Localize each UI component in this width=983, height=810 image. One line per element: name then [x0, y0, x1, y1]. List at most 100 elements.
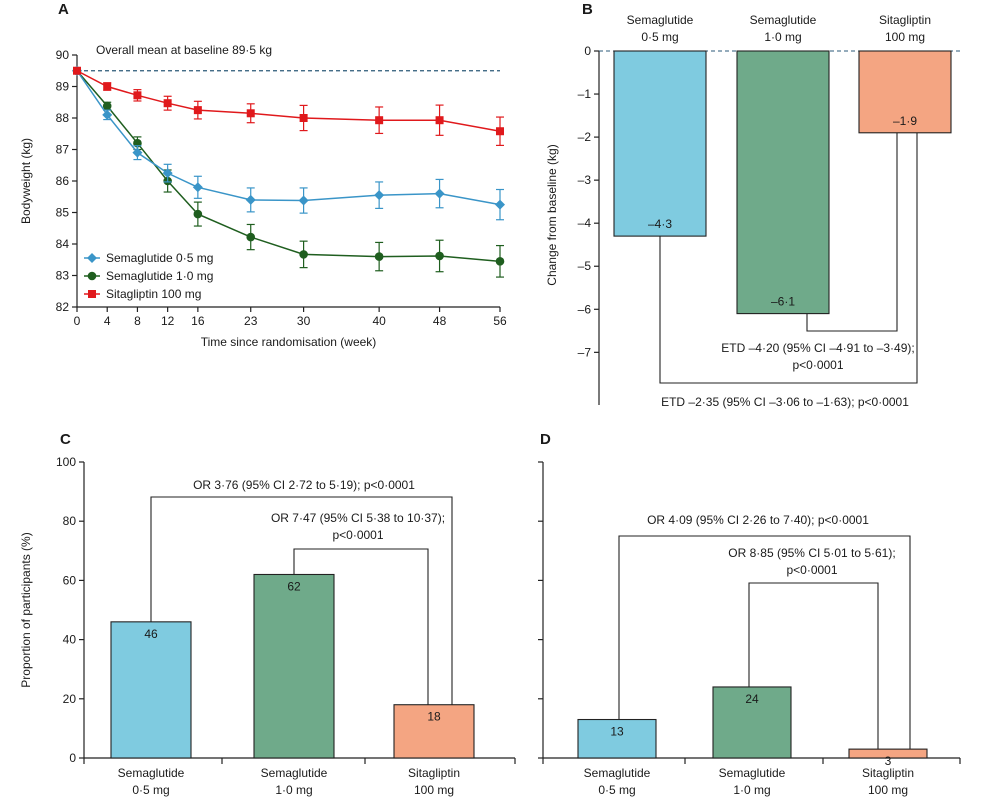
series-line: [76, 70, 501, 206]
y-tick-label: 85: [56, 206, 70, 220]
data-point: [298, 195, 309, 206]
y-tick-label: –1: [578, 87, 592, 101]
panel-label: D: [540, 431, 551, 448]
x-tick-label: 48: [433, 314, 447, 328]
y-tick-label: –2: [578, 130, 592, 144]
y-tick-label: –4: [578, 216, 592, 230]
x-tick-label: 23: [244, 314, 258, 328]
bar-1: [577, 718, 657, 759]
comparison-annotation: OR 3·76 (95% CI 2·72 to 5·19); p<0·0001: [193, 478, 415, 492]
bar-3: [393, 704, 475, 759]
data-point: [435, 116, 444, 125]
series-2: [73, 66, 504, 147]
category-label: 0·5 mg: [598, 783, 635, 797]
data-point: [163, 99, 172, 108]
legend-label: Semaglutide 1·0 mg: [106, 269, 213, 283]
x-tick-label: 30: [297, 314, 311, 328]
panel-label: C: [60, 431, 71, 448]
comparison-bracket: [659, 132, 918, 384]
panel-b: B 0 –1 –2 –3 –4 –5 –6 –7 Change from baseline (kg…: [545, 1, 960, 409]
x-tick-label: 4: [104, 314, 111, 328]
y-tick-label: 40: [63, 633, 77, 647]
y-tick-label: 20: [63, 692, 77, 706]
category-label: 100 mg: [868, 783, 908, 797]
category-label: 0·5 mg: [641, 30, 678, 44]
category-label: 1·0 mg: [733, 783, 770, 797]
comparison-annotation: OR 4·09 (95% CI 2·26 to 7·40); p<0·0001: [647, 513, 869, 527]
y-tick-label: 88: [56, 111, 70, 125]
category-label: Semaglutide: [118, 766, 185, 780]
bar-2: [253, 573, 335, 759]
comparison-bracket: [293, 548, 429, 705]
y-tick-label: 86: [56, 174, 70, 188]
y-tick-label: 83: [56, 269, 70, 283]
panel-label: A: [58, 1, 69, 18]
y-tick-label: 82: [56, 300, 70, 314]
comparison-annotation: OR 8·85 (95% CI 5·01 to 5·61);: [728, 546, 895, 560]
y-tick-label: 84: [56, 237, 70, 251]
category-label: 100 mg: [414, 783, 454, 797]
baseline-reference-label: Overall mean at baseline 89·5 kg: [96, 43, 272, 57]
y-axis-title: Bodyweight (kg): [19, 138, 33, 224]
data-point: [496, 127, 504, 136]
comparison-annotation: p<0·0001: [332, 528, 383, 542]
bar-value-label: 18: [427, 710, 441, 724]
x-tick-label: 12: [161, 314, 175, 328]
comparison-bracket: [806, 132, 898, 332]
category-label: Semaglutide: [627, 13, 694, 27]
y-tick-label: 90: [56, 48, 70, 62]
y-tick-label: –3: [578, 173, 592, 187]
category-label: Sitagliptin: [408, 766, 460, 780]
series-line: [76, 70, 501, 263]
data-point: [245, 194, 256, 205]
y-tick-label: 87: [56, 143, 70, 157]
legend-marker: [87, 253, 97, 263]
category-label: 0·5 mg: [132, 783, 169, 797]
comparison-bracket: [618, 535, 911, 750]
category-label: 1·0 mg: [275, 783, 312, 797]
bar-2: [712, 686, 792, 759]
x-tick-label: 40: [372, 314, 386, 328]
data-point: [193, 106, 202, 115]
bar-3: [848, 748, 928, 759]
legend-marker: [88, 290, 96, 298]
data-point: [246, 109, 255, 118]
legend-label: Sitagliptin 100 mg: [106, 287, 201, 301]
data-point: [495, 199, 505, 210]
y-tick-label: 89: [56, 80, 70, 94]
bar-2: [736, 50, 830, 315]
y-axis-title: Change from baseline (kg): [545, 144, 559, 285]
data-point: [133, 91, 142, 100]
data-point: [375, 116, 384, 125]
data-point: [299, 250, 308, 259]
x-tick-label: 0: [74, 314, 81, 328]
legend-marker: [87, 271, 97, 281]
comparison-annotation: OR 7·47 (95% CI 5·38 to 10·37);: [271, 511, 445, 525]
y-tick-label: –5: [578, 259, 592, 273]
data-point: [374, 252, 384, 261]
data-point: [495, 257, 505, 266]
bar-value-label: 13: [610, 725, 624, 739]
bar-value-label: –1·9: [893, 114, 917, 128]
data-point: [132, 147, 143, 158]
panel-c: C 0 20 40 60 80 100 Proportion of participants …: [19, 431, 516, 797]
bar-value-label: 3: [885, 754, 892, 768]
data-point: [192, 182, 203, 193]
data-point: [299, 114, 308, 122]
bar-1: [613, 50, 707, 237]
bar-value-label: –4·3: [648, 217, 672, 231]
data-point: [434, 188, 445, 199]
comparison-annotation: ETD –2·35 (95% CI –3·06 to –1·63); p<0·0…: [661, 395, 909, 409]
legend-label: Semaglutide 0·5 mg: [106, 251, 213, 265]
bar-3: [858, 50, 952, 134]
category-label: Sitagliptin: [862, 766, 914, 780]
x-tick-label: 8: [134, 314, 141, 328]
category-label: Semaglutide: [261, 766, 328, 780]
bar-value-label: 46: [144, 627, 158, 641]
comparison-annotation: ETD –4·20 (95% CI –4·91 to –3·49);: [721, 341, 914, 355]
data-point: [102, 109, 113, 120]
bar-value-label: 24: [745, 692, 759, 706]
panel-label: B: [582, 1, 593, 18]
